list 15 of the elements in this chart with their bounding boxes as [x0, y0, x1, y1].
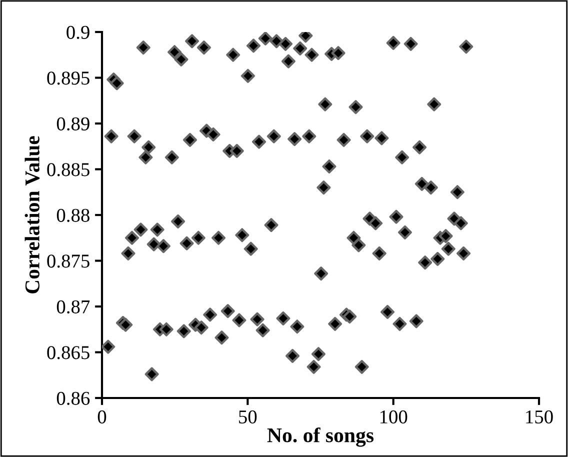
y-tick-label: 0.89	[56, 117, 90, 131]
y-tick-label: 0.875	[47, 254, 90, 268]
y-tick-label: 0.87	[56, 300, 90, 314]
y-tick-label: 0.86	[56, 392, 90, 406]
y-tick-label: 0.885	[47, 163, 90, 176]
x-tick-label: 100	[380, 410, 408, 424]
y-tick-label: 0.88	[56, 208, 90, 222]
x-tick-label: 150	[526, 410, 553, 424]
y-tick-label: 0.9	[66, 26, 90, 40]
x-tick-label: 50	[239, 410, 257, 424]
y-tick-label: 0.865	[47, 346, 90, 360]
x-tick-label: 0	[98, 410, 106, 424]
x-axis-title: No. of songs	[267, 427, 374, 447]
y-axis-title: Correlation Value	[24, 136, 40, 294]
y-tick-label: 0.895	[47, 72, 90, 85]
